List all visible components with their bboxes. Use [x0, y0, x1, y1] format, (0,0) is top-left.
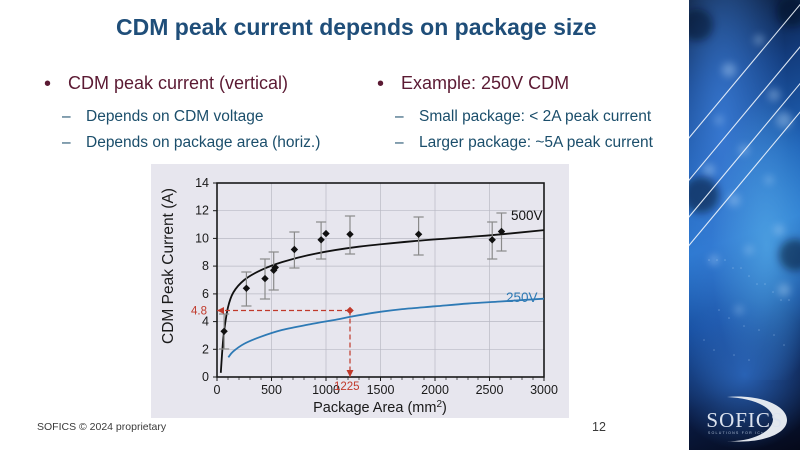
- svg-text:10: 10: [195, 231, 209, 245]
- svg-text:SOFICS: SOFICS: [706, 408, 783, 432]
- svg-text:2500: 2500: [476, 383, 504, 397]
- svg-text:2000: 2000: [421, 383, 449, 397]
- svg-text:2: 2: [202, 342, 209, 356]
- svg-text:12: 12: [195, 204, 209, 218]
- svg-text:500: 500: [261, 383, 282, 397]
- svg-text:CDM Peak Current (A): CDM Peak Current (A): [160, 188, 177, 344]
- svg-text:SOLUTIONS FOR ICs: SOLUTIONS FOR ICs: [708, 431, 764, 435]
- svg-text:3000: 3000: [530, 383, 558, 397]
- svg-text:6: 6: [202, 287, 209, 301]
- svg-text:4.8: 4.8: [191, 306, 207, 318]
- svg-text:500V: 500V: [511, 208, 543, 223]
- svg-text:0: 0: [202, 370, 209, 384]
- svg-text:Package Area (mm2): Package Area (mm2): [313, 399, 447, 416]
- svg-text:1500: 1500: [367, 383, 395, 397]
- svg-text:250V: 250V: [506, 290, 538, 305]
- svg-text:1225: 1225: [334, 381, 360, 393]
- svg-text:0: 0: [214, 383, 221, 397]
- svg-text:8: 8: [202, 259, 209, 273]
- svg-text:14: 14: [195, 176, 209, 190]
